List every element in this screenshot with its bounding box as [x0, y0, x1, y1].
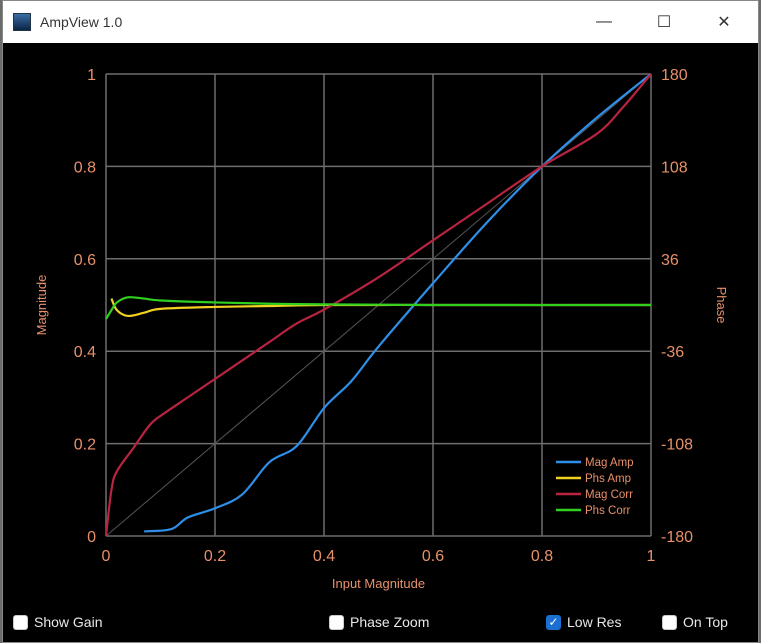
legend-label: Mag Amp: [585, 457, 634, 469]
close-button[interactable]: ✕: [717, 14, 731, 31]
y-tick-label: 0: [87, 529, 96, 546]
y2-tick-label: 180: [661, 67, 688, 84]
y-axis-label: Magnitude: [34, 275, 49, 336]
checkbox-box[interactable]: [13, 614, 28, 630]
y-tick-label: 1: [87, 67, 96, 84]
y-tick-label: 0.2: [74, 437, 96, 454]
y-tick-label: 0.8: [74, 159, 96, 176]
y2-axis-label: Phase: [714, 287, 729, 324]
window-title: AmpView 1.0: [40, 14, 123, 30]
low-res-checkbox[interactable]: ✓ Low Res: [546, 614, 621, 630]
x-tick-label: 0: [102, 548, 111, 565]
title-bar: AmpView 1.0 — ☐ ✕: [3, 1, 758, 43]
minimize-button[interactable]: —: [596, 13, 612, 30]
legend-label: Phs Corr: [585, 505, 631, 517]
checkbox-label: Phase Zoom: [350, 614, 430, 630]
chart: 0 0.2 0.4 0.6 0.8 1 0 0.2 0.4 0.6 0.8 1 -180 -108 -36 3…: [34, 67, 729, 591]
y2-tick-label: -180: [661, 529, 693, 546]
y2-tick-label: -108: [661, 437, 693, 454]
checkbox-label: Low Res: [567, 614, 622, 630]
on-top-checkbox[interactable]: On Top: [662, 614, 728, 630]
y2-tick-label: -36: [661, 344, 684, 361]
checkbox-box[interactable]: [329, 614, 344, 630]
x-tick-label: 0.4: [313, 548, 335, 565]
y2-tick-label: 108: [661, 159, 688, 176]
x-tick-label: 0.2: [204, 548, 226, 565]
checkbox-label: On Top: [683, 614, 728, 630]
y2-tick-label: 36: [661, 252, 679, 269]
series-line-mag-corr: [104, 73, 652, 537]
legend-label: Mag Corr: [585, 489, 633, 501]
x-axis-label: Input Magnitude: [332, 576, 425, 591]
y-tick-label: 0.4: [74, 344, 96, 361]
checkbox-label: Show Gain: [34, 614, 103, 630]
x-tick-label: 0.6: [422, 548, 444, 565]
x-tick-label: 0.8: [531, 548, 553, 565]
legend-label: Phs Amp: [585, 473, 631, 485]
x-tick-label: 1: [647, 548, 656, 565]
checkbox-box[interactable]: [662, 614, 677, 630]
show-gain-checkbox[interactable]: Show Gain: [13, 614, 102, 630]
checkbox-box[interactable]: ✓: [546, 614, 561, 630]
app-icon: [13, 13, 31, 31]
y-tick-label: 0.6: [74, 252, 96, 269]
series-line-phs-corr: [105, 296, 652, 320]
series-line-mag-amp: [144, 73, 652, 533]
maximize-button[interactable]: ☐: [656, 14, 672, 31]
phase-zoom-checkbox[interactable]: Phase Zoom: [329, 614, 429, 630]
